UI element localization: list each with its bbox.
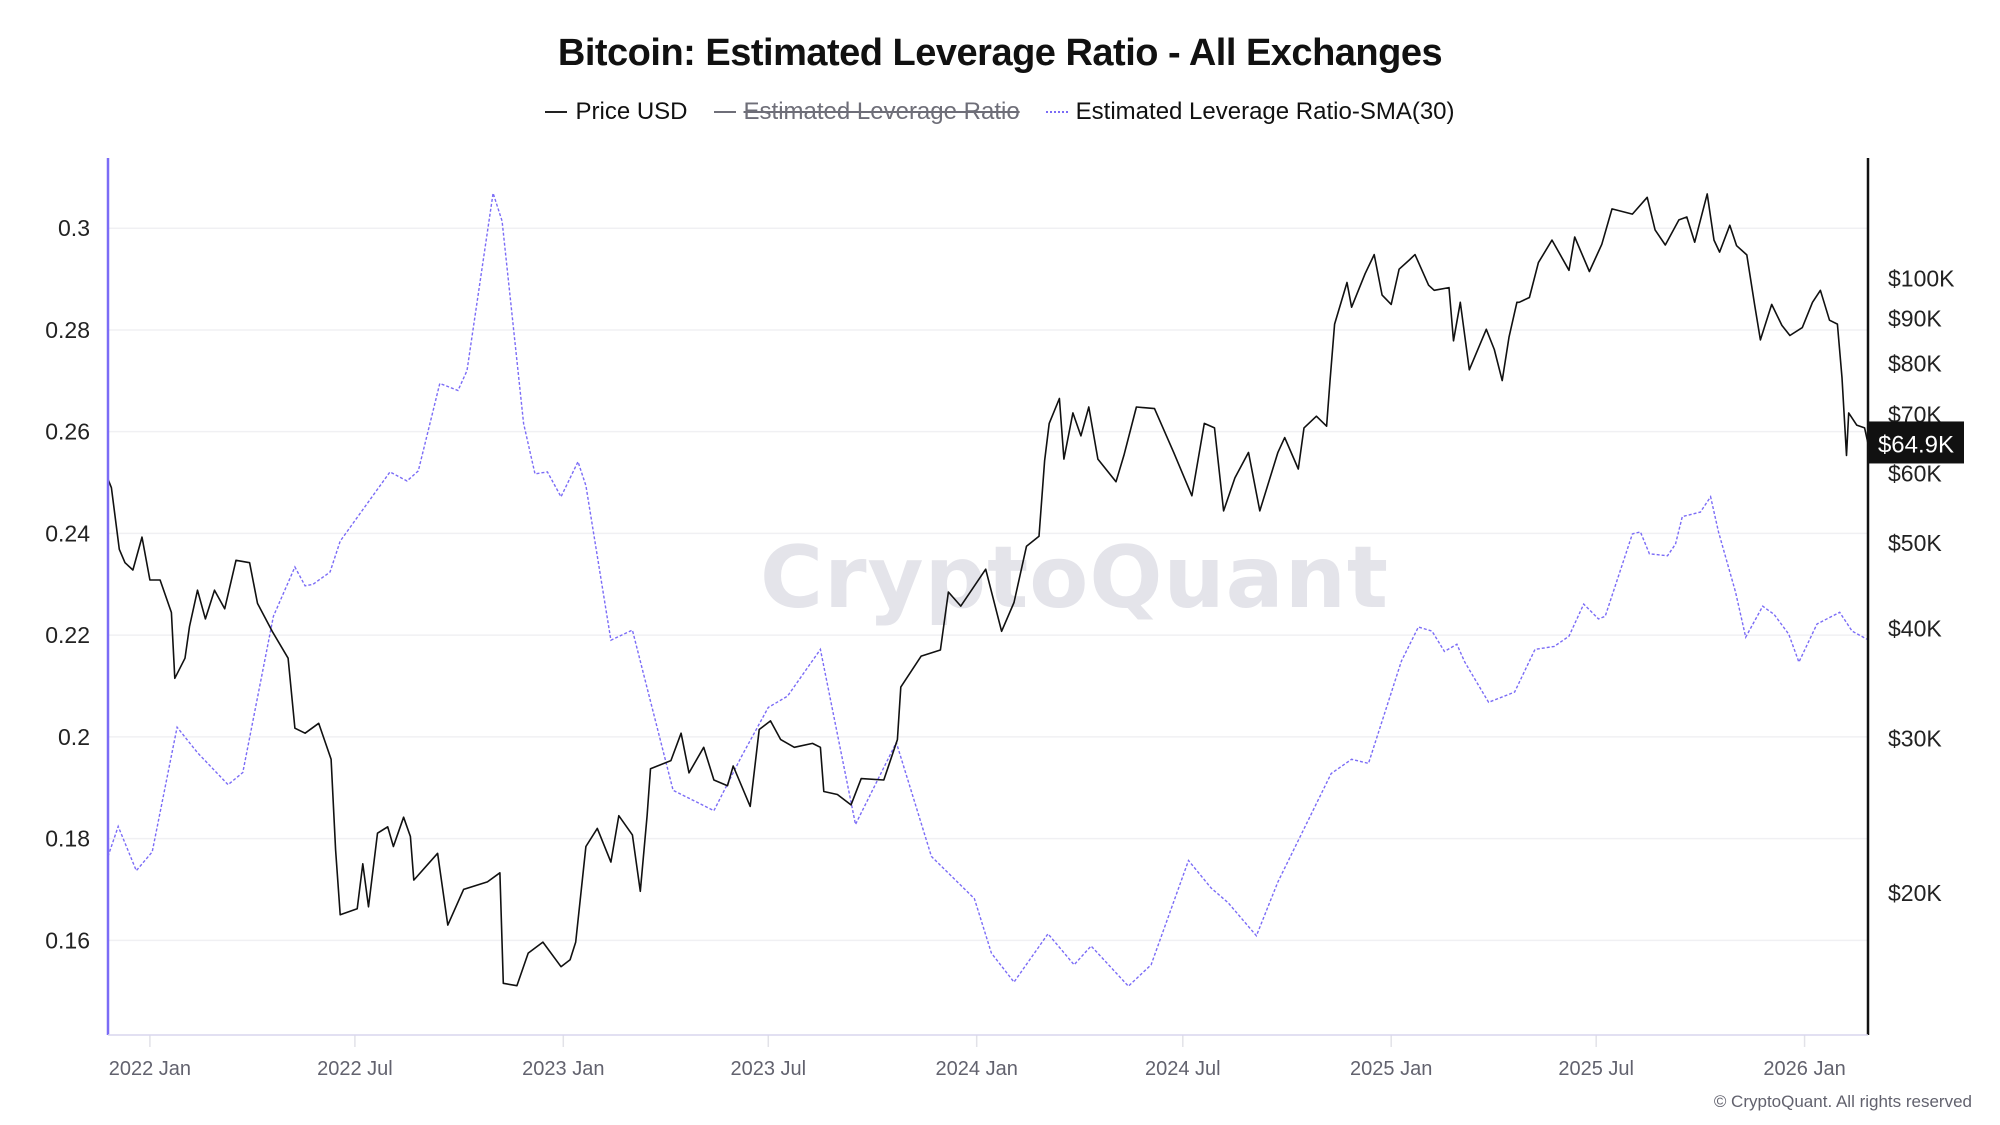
x-tick-label: 2026 Jan [1763, 1058, 1845, 1080]
right-y-tick-label: $80K [1888, 351, 1942, 377]
legend-swatch-solid-line-icon [545, 111, 568, 113]
x-tick-label: 2025 Jan [1350, 1058, 1432, 1080]
x-axis: 2022 Jan 2022 Jul 2023 Jan 2023 Jul 2024 Jan… [109, 1035, 1846, 1080]
x-tick-label: 2022 Jan [109, 1058, 191, 1080]
legend-label: Price USD [575, 98, 688, 125]
right-y-tick-label: $40K [1888, 615, 1942, 641]
left-y-tick-label: 0.28 [45, 317, 90, 343]
x-tick-label: 2025 Jul [1558, 1058, 1634, 1080]
last-price-badge-text: $64.9K [1878, 431, 1954, 458]
right-y-tick-label: $20K [1888, 880, 1942, 906]
left-y-axis: 0.16 0.18 0.2 0.22 0.24 0.26 0.28 0.3 [45, 215, 90, 953]
series-line-price-usd [107, 193, 1869, 987]
right-y-tick-label: $90K [1888, 306, 1942, 332]
left-y-tick-label: 0.2 [58, 724, 90, 750]
right-y-tick-label: $50K [1888, 530, 1942, 556]
left-y-tick-label: 0.18 [45, 826, 90, 852]
gridlines [108, 227, 1868, 942]
legend-label: Estimated Leverage Ratio-SMA(30) [1075, 98, 1455, 125]
legend-item-price-usd[interactable]: Price USD [545, 98, 688, 126]
left-y-tick-label: 0.26 [45, 419, 90, 445]
x-tick-label: 2023 Jan [522, 1058, 604, 1080]
left-y-tick-label: 0.16 [45, 927, 90, 953]
series-line-sma30 [107, 192, 1868, 988]
last-price-badge: $64.9K [1868, 421, 1964, 464]
right-y-tick-label: $30K [1888, 725, 1942, 751]
x-tick-label: 2024 Jul [1145, 1058, 1221, 1080]
left-y-tick-label: 0.24 [45, 520, 90, 546]
legend-item-estimated-leverage-ratio[interactable]: Estimated Leverage Ratio [713, 98, 1020, 126]
right-y-tick-label: $60K [1888, 460, 1942, 486]
chart-title: Bitcoin: Estimated Leverage Ratio - All … [557, 32, 1443, 74]
last-price-badge-bg [1868, 421, 1964, 464]
legend: Price USD Estimated Leverage Ratio Estim… [0, 98, 2000, 126]
legend-swatch-dotted-line-icon [1045, 111, 1068, 113]
legend-item-leverage-ratio-sma30[interactable]: Estimated Leverage Ratio-SMA(30) [1045, 98, 1455, 126]
x-tick-label: 2023 Jul [730, 1058, 806, 1080]
x-tick-label: 2022 Jul [317, 1058, 393, 1080]
left-y-tick-label: 0.3 [58, 215, 90, 241]
copyright-notice: © CryptoQuant. All rights reserved [1713, 1092, 1972, 1111]
legend-label: Estimated Leverage Ratio [743, 98, 1020, 125]
x-tick-label: 2024 Jan [936, 1058, 1018, 1080]
right-y-tick-label: $100K [1888, 265, 1955, 291]
right-y-axis: $20K$30K$40K$50K$60K$70K$80K$90K$100K [1888, 265, 1955, 906]
legend-swatch-solid-line-icon [713, 111, 736, 113]
left-y-tick-label: 0.22 [45, 622, 90, 648]
